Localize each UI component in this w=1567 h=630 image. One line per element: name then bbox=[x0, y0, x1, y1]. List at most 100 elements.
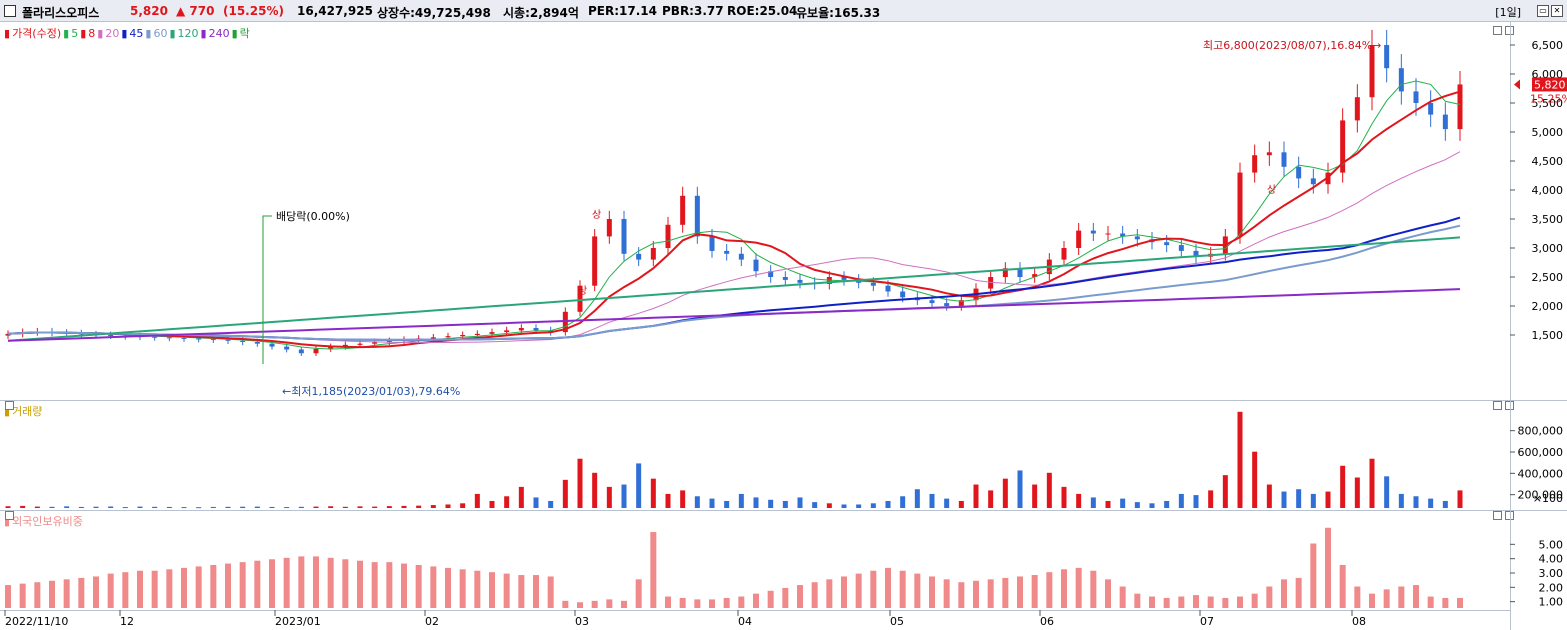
close-window-icon[interactable]: ✕ bbox=[1551, 5, 1563, 17]
restore-window-icon[interactable]: ▭ bbox=[1537, 5, 1549, 17]
foreign-ratio-bar bbox=[973, 580, 979, 608]
foreign-ratio-bar bbox=[753, 593, 759, 608]
x-axis-divider bbox=[0, 610, 1510, 611]
volume-panel-toggle-icon[interactable] bbox=[5, 401, 14, 410]
legend-label-0: 가격(수정) bbox=[12, 27, 62, 40]
volume-bar bbox=[914, 489, 920, 508]
dividend-marker-line bbox=[262, 215, 272, 364]
current-price-badge bbox=[1532, 77, 1567, 92]
foreign-ratio-bar bbox=[1046, 572, 1053, 608]
volume-bar bbox=[1164, 500, 1170, 508]
legend-label-1: 5 bbox=[71, 27, 79, 40]
price-candle-body bbox=[1340, 120, 1346, 173]
price-candle-body bbox=[357, 343, 363, 345]
price-panel-minimize-icon[interactable] bbox=[1493, 26, 1502, 35]
volume-bar bbox=[34, 506, 40, 508]
current-price-percent-label: 15.25% bbox=[1530, 92, 1567, 105]
volume-bar bbox=[1266, 484, 1272, 508]
foreign-ratio-bar bbox=[1339, 565, 1346, 608]
volume-bar bbox=[621, 484, 627, 508]
volume-bar bbox=[49, 506, 55, 508]
roe-value: ROE:25.04 bbox=[727, 4, 798, 18]
foreign-ratio-bar bbox=[797, 585, 803, 608]
price-candle-body bbox=[782, 277, 788, 280]
volume-bar bbox=[313, 506, 319, 508]
foreign-ratio-bar bbox=[855, 573, 862, 608]
volume-bar bbox=[342, 506, 348, 508]
foreign-ratio-bar bbox=[1222, 597, 1229, 608]
legend-marker-5: ▮ bbox=[145, 27, 152, 40]
time-axis-label: 12 bbox=[120, 615, 134, 628]
foreign-ratio-bar bbox=[1325, 527, 1331, 608]
price-candle-body bbox=[841, 277, 847, 280]
volume-bar bbox=[225, 506, 231, 508]
volume-bar bbox=[900, 496, 906, 508]
volume-bar bbox=[298, 506, 304, 508]
volume-bar bbox=[1413, 496, 1419, 508]
foreign-ratio-bar bbox=[811, 582, 818, 608]
volume-bar bbox=[1252, 451, 1258, 508]
stock-name[interactable]: 폴라리스오피스 bbox=[22, 6, 100, 20]
foreign-ratio-bar bbox=[151, 570, 158, 608]
foreign-ratio-bar bbox=[327, 557, 334, 608]
price-candle-body bbox=[1134, 236, 1140, 240]
foreign-ratio-bar bbox=[1354, 586, 1361, 608]
volume-panel-close-icon[interactable] bbox=[1505, 401, 1514, 410]
price-candle-body bbox=[1105, 233, 1111, 235]
panel-divider-price-volume bbox=[0, 400, 1567, 401]
foreign-ratio-bar bbox=[107, 573, 114, 608]
price-candle-body bbox=[108, 335, 114, 336]
legend-marker-8: ▮ bbox=[231, 27, 238, 40]
legend-label-7: 240 bbox=[208, 27, 230, 40]
foreign-ratio-bar bbox=[679, 597, 686, 608]
price-candle-body bbox=[1017, 268, 1023, 277]
price-candle-body bbox=[1193, 250, 1199, 257]
volume-bar bbox=[269, 506, 275, 508]
pbr-value: PBR:3.77 bbox=[662, 4, 724, 18]
foreign-ratio-bar bbox=[254, 560, 261, 608]
volume-bar bbox=[78, 506, 84, 508]
price-candle-body bbox=[1178, 245, 1184, 251]
volume-axis-label: 200,000 bbox=[1518, 489, 1564, 502]
volume-bar bbox=[181, 507, 187, 509]
price-panel-close-icon[interactable] bbox=[1505, 26, 1514, 35]
foreign-panel-toggle-icon[interactable] bbox=[5, 511, 14, 520]
foreign-axis-label: 4.00 bbox=[1539, 553, 1564, 566]
volume-bar bbox=[797, 497, 803, 508]
volume-panel-minimize-icon[interactable] bbox=[1493, 401, 1502, 410]
period-selector[interactable]: [1일] bbox=[1495, 6, 1521, 19]
foreign-ratio-bar bbox=[767, 590, 774, 608]
dividend-annotation: 배당락(0.00%) bbox=[276, 210, 350, 223]
foreign-ratio-bar bbox=[1281, 579, 1287, 608]
volume-bar bbox=[1237, 411, 1243, 508]
volume-bar bbox=[430, 505, 436, 508]
foreign-ratio-bar bbox=[342, 559, 349, 608]
foreign-ratio-bar bbox=[958, 582, 965, 608]
foreign-ratio-bar bbox=[371, 562, 378, 608]
volume-bar bbox=[724, 500, 730, 508]
price-axis-label: 4,500 bbox=[1532, 155, 1564, 168]
volume-bar bbox=[416, 505, 422, 508]
foreign-ratio-bar bbox=[34, 582, 41, 608]
price-candle-body bbox=[430, 337, 436, 339]
volume-bar bbox=[20, 505, 26, 508]
price-candle-body bbox=[958, 300, 964, 306]
foreign-ratio-bar bbox=[1295, 577, 1302, 608]
foreign-ratio-bar bbox=[635, 579, 642, 608]
volume-bar bbox=[592, 472, 598, 508]
stock-chart-svg[interactable]: 1,500 2,000 2,500 3,000 3,500 4,000 4,500 5,000… bbox=[0, 22, 1567, 630]
foreign-ratio-bar bbox=[987, 579, 994, 608]
foreign-panel-minimize-icon[interactable] bbox=[1493, 511, 1502, 520]
price-candle-body bbox=[533, 328, 539, 331]
foreign-ratio-bar bbox=[899, 570, 906, 608]
price-candle-body bbox=[592, 236, 598, 286]
price-candle-body bbox=[5, 333, 11, 336]
volume-bar bbox=[1310, 493, 1316, 508]
price-candle-body bbox=[445, 336, 451, 338]
price-change: ▲ 770 bbox=[176, 4, 215, 18]
foreign-ratio-bar bbox=[694, 599, 701, 608]
foreign-ratio-bar bbox=[1178, 596, 1185, 608]
foreign-ratio-bar bbox=[49, 580, 55, 608]
foreign-panel-close-icon[interactable] bbox=[1505, 511, 1514, 520]
select-checkbox[interactable] bbox=[4, 5, 16, 17]
